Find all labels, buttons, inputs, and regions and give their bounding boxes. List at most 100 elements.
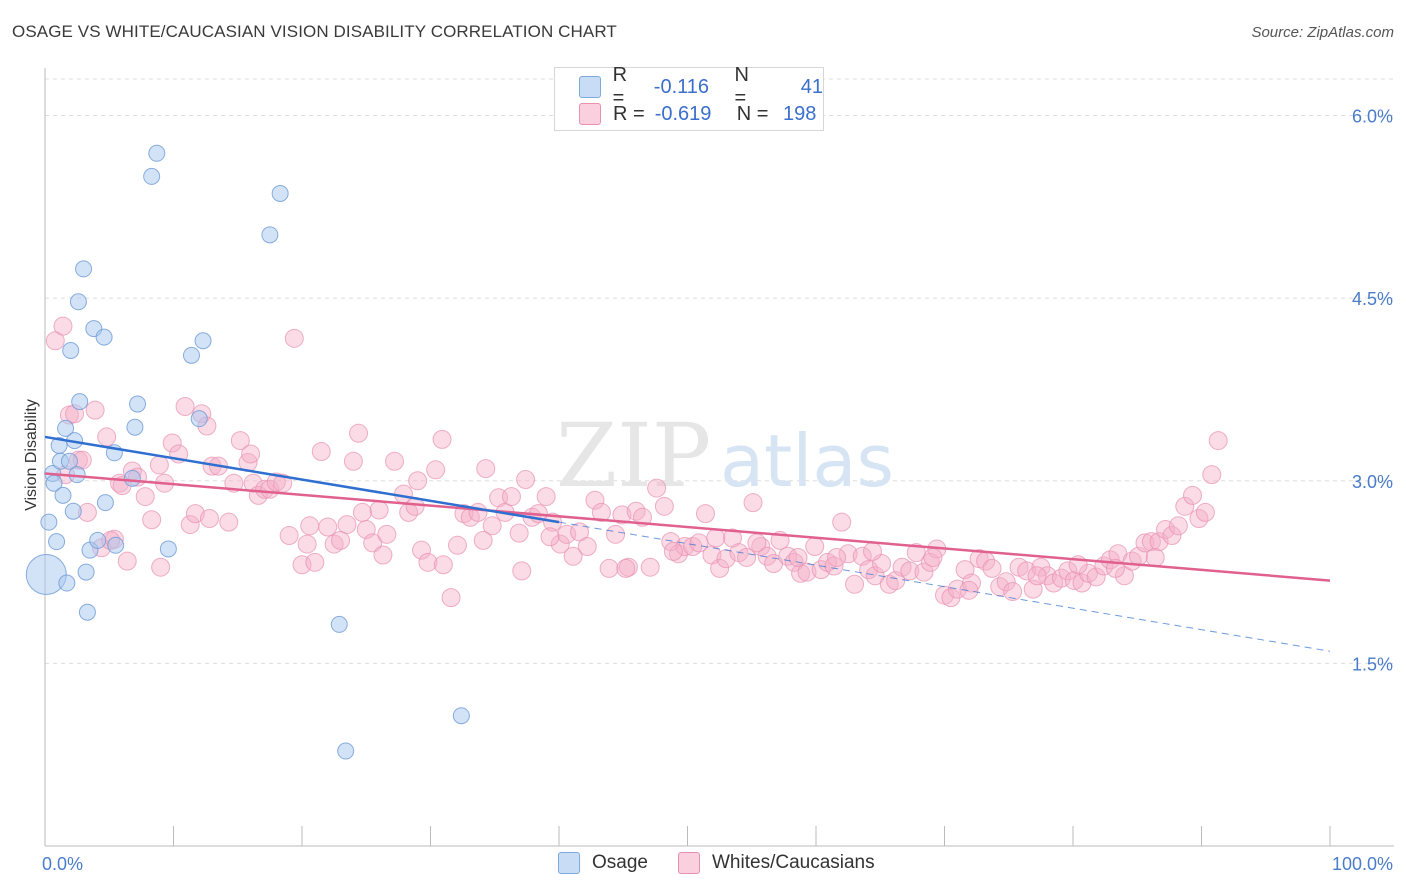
whites-point bbox=[865, 566, 885, 586]
whites-point bbox=[363, 533, 383, 553]
whites-point bbox=[97, 427, 117, 447]
watermark-atlas: atlas bbox=[720, 419, 894, 503]
whites-point bbox=[832, 512, 852, 532]
whites-point bbox=[337, 515, 357, 535]
osage-point bbox=[54, 486, 72, 504]
whites-point bbox=[45, 331, 65, 351]
whites-point bbox=[743, 493, 763, 513]
y-tick-label: 1.5% bbox=[1352, 654, 1393, 674]
whites-point bbox=[663, 541, 683, 561]
bottom-legend-swatch-whites bbox=[678, 852, 700, 874]
whites-point bbox=[349, 423, 369, 443]
whites-point bbox=[1195, 502, 1215, 522]
legend-row-osage: R = -0.116 N = 41 bbox=[579, 64, 823, 109]
y-ticks: 1.5% 3.0% 4.5% 6.0% bbox=[1352, 107, 1393, 675]
whites-point bbox=[412, 540, 432, 560]
whites-point bbox=[923, 547, 943, 567]
whites-point bbox=[418, 552, 438, 572]
whites-point bbox=[838, 544, 858, 564]
osage-point bbox=[62, 341, 80, 359]
legend-r-value: -0.116 bbox=[653, 75, 710, 98]
osage-point bbox=[271, 184, 289, 202]
whites-point bbox=[53, 316, 73, 336]
x-tick-label: 0.0% bbox=[42, 854, 83, 874]
whites-point bbox=[1086, 567, 1106, 587]
whites-point bbox=[914, 562, 934, 582]
whites-point bbox=[318, 517, 338, 537]
whites-point bbox=[845, 574, 865, 594]
osage-point bbox=[452, 707, 470, 725]
whites-point bbox=[516, 470, 536, 490]
osage-point bbox=[107, 536, 125, 554]
legend-r-label: R = bbox=[612, 64, 628, 109]
osage-point bbox=[261, 226, 279, 244]
whites-point bbox=[509, 523, 529, 543]
whites-point bbox=[959, 580, 979, 600]
whites-point bbox=[151, 557, 171, 577]
osage-point bbox=[89, 531, 107, 549]
x-ticks: 0.0% 100.0% bbox=[42, 826, 1393, 874]
bottom-legend: Osage Whites/Caucasians bbox=[0, 852, 1406, 880]
whites-point bbox=[426, 460, 446, 480]
whites-point bbox=[1037, 566, 1057, 586]
whites-point bbox=[863, 541, 883, 561]
whites-point bbox=[654, 496, 674, 516]
osage-point bbox=[95, 328, 113, 346]
whites-point bbox=[1149, 532, 1169, 552]
whites-point bbox=[343, 451, 363, 471]
bottom-legend-whites: Whites/Caucasians bbox=[678, 852, 875, 874]
legend-swatch-whites bbox=[579, 103, 601, 125]
whites-point bbox=[550, 534, 570, 554]
legend-r-label: R = bbox=[613, 102, 645, 125]
whites-point bbox=[827, 547, 847, 567]
whites-point bbox=[255, 479, 275, 499]
whites-point bbox=[1183, 485, 1203, 505]
whites-point bbox=[647, 478, 667, 498]
whites-point bbox=[747, 533, 767, 553]
whites-point bbox=[482, 516, 502, 536]
axes: Vision Disability bbox=[23, 68, 1394, 847]
whites-point bbox=[369, 500, 389, 520]
whites-point bbox=[180, 515, 200, 535]
y-tick-label: 3.0% bbox=[1352, 472, 1393, 492]
legend-n-value: 198 bbox=[783, 102, 817, 125]
whites-point bbox=[324, 534, 344, 554]
whites-point bbox=[501, 487, 521, 507]
legend-n-label: N = bbox=[734, 64, 749, 109]
whites-point bbox=[117, 551, 137, 571]
whites-point bbox=[149, 455, 169, 475]
whites-point bbox=[570, 522, 590, 542]
whites-point bbox=[900, 561, 920, 581]
trend-lines bbox=[44, 435, 1331, 652]
osage-point bbox=[123, 469, 141, 487]
whites-point bbox=[162, 433, 182, 453]
osage-point bbox=[194, 332, 212, 350]
whites-point bbox=[377, 524, 397, 544]
whites-point bbox=[599, 558, 619, 578]
osage-point bbox=[71, 393, 89, 411]
whites-point bbox=[266, 472, 286, 492]
whites-point bbox=[706, 528, 726, 548]
whites-trend-line bbox=[44, 472, 1331, 582]
whites-point bbox=[297, 534, 317, 554]
whites-point bbox=[540, 527, 560, 547]
whites-point bbox=[640, 557, 660, 577]
bottom-legend-osage: Osage bbox=[558, 852, 648, 874]
whites-point bbox=[577, 537, 597, 557]
whites-point bbox=[1141, 532, 1161, 552]
whites-point bbox=[616, 558, 636, 578]
whites-point bbox=[1135, 533, 1155, 553]
whites-point bbox=[1208, 431, 1228, 451]
osage-point bbox=[78, 603, 96, 621]
whites-point bbox=[241, 444, 261, 464]
whites-point bbox=[279, 526, 299, 546]
whites-point bbox=[185, 504, 205, 524]
osage-point bbox=[129, 395, 147, 413]
whites-point bbox=[1003, 582, 1023, 602]
whites-point bbox=[1202, 465, 1222, 485]
source-label: Source: ZipAtlas.com bbox=[1251, 24, 1394, 41]
osage-point bbox=[148, 144, 166, 162]
whites-points bbox=[45, 316, 1228, 608]
whites-point bbox=[961, 573, 981, 593]
